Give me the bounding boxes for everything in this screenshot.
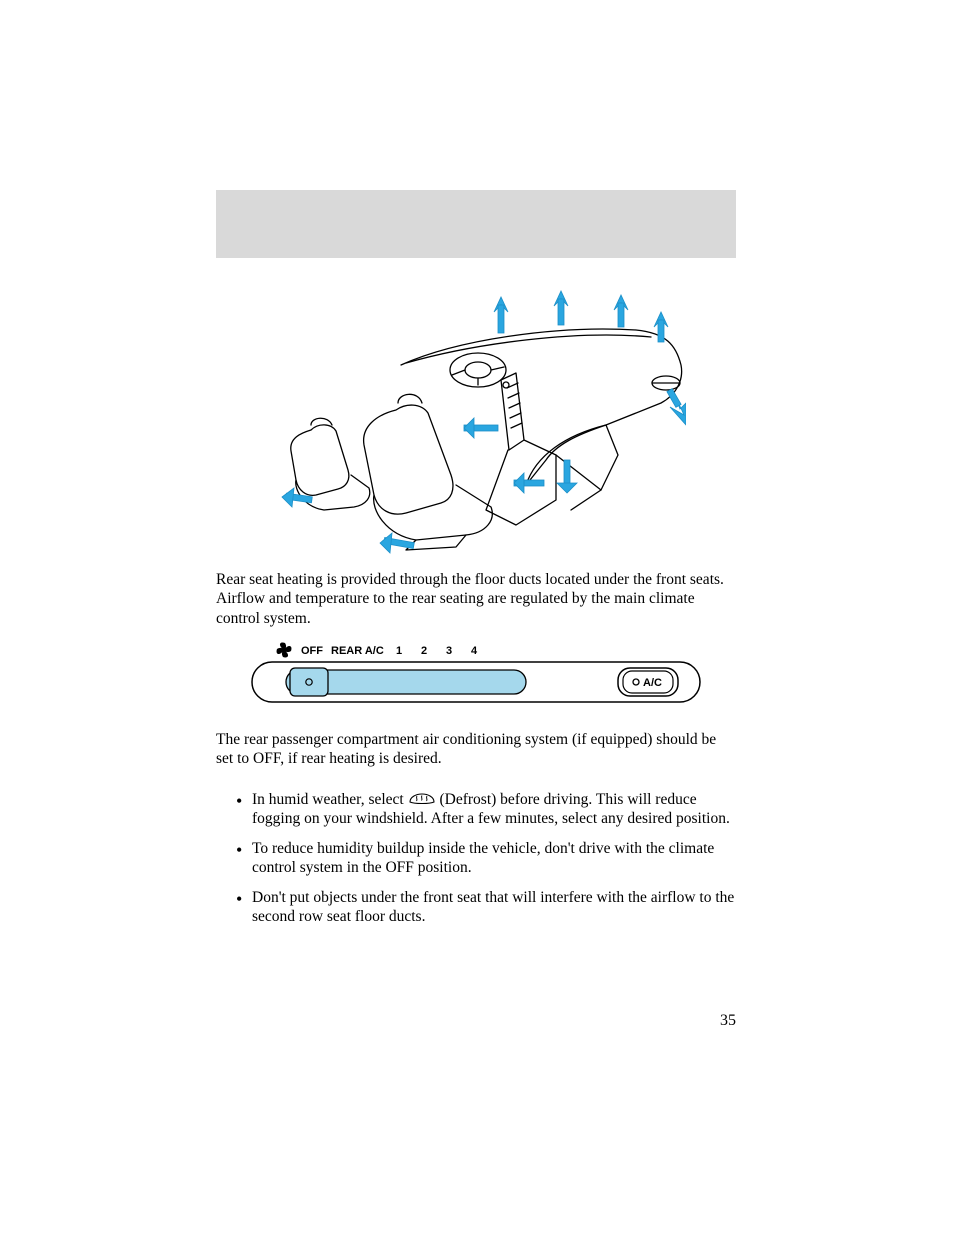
airflow-diagram [256,285,686,555]
tip-item: To reduce humidity buildup inside the ve… [216,839,736,878]
label-2: 2 [421,645,427,657]
defrost-icon [408,791,436,807]
ac-button-label: A/C [643,677,662,689]
label-3: 3 [446,645,452,657]
paragraph-rear-ac-off: The rear passenger compartment air condi… [216,730,736,769]
page-number: 35 [720,1012,736,1030]
label-rear-ac: REAR A/C [331,645,384,657]
label-1: 1 [396,645,402,657]
tip-text: Don't put objects under the front seat t… [252,889,734,925]
label-4: 4 [471,645,478,657]
paragraph-rear-heating: Rear seat heating is provided through th… [216,570,736,628]
label-off: OFF [301,645,323,657]
tip-text: To reduce humidity buildup inside the ve… [252,840,714,876]
rear-ac-control-diagram: OFF REAR A/C 1 2 3 4 A/C [246,640,706,710]
tip-text-pre: In humid weather, select [252,791,408,808]
tips-list: In humid weather, select (Defrost) befor… [216,790,736,936]
tip-item: In humid weather, select (Defrost) befor… [216,790,736,829]
header-bar [216,190,736,258]
tip-item: Don't put objects under the front seat t… [216,888,736,927]
